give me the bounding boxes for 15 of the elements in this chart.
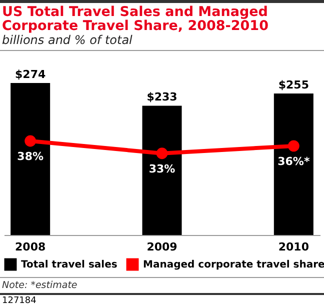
data-label: $255 (278, 78, 309, 92)
data-label: $274 (15, 68, 46, 81)
x-tick-label: 2010 (278, 240, 310, 254)
legend-label: Managed corporate travel share (143, 260, 324, 271)
legend-label: Total travel sales (21, 260, 118, 271)
text: Note: *estimate (2, 280, 322, 291)
data-label: 36%* (278, 154, 310, 168)
data-label: 38% (17, 150, 44, 163)
text: 127184 (2, 296, 322, 306)
x-tick-label: 2008 (15, 240, 46, 254)
data-label: 33% (148, 162, 176, 176)
data-label: $233 (146, 90, 178, 104)
chart-title: US Total Travel Sales and Managed Corporate Travel Share, 2008-2010 (2, 4, 270, 34)
chart-subtitle: billions and % of total (2, 33, 134, 47)
x-tick-label: 2009 (146, 240, 178, 254)
